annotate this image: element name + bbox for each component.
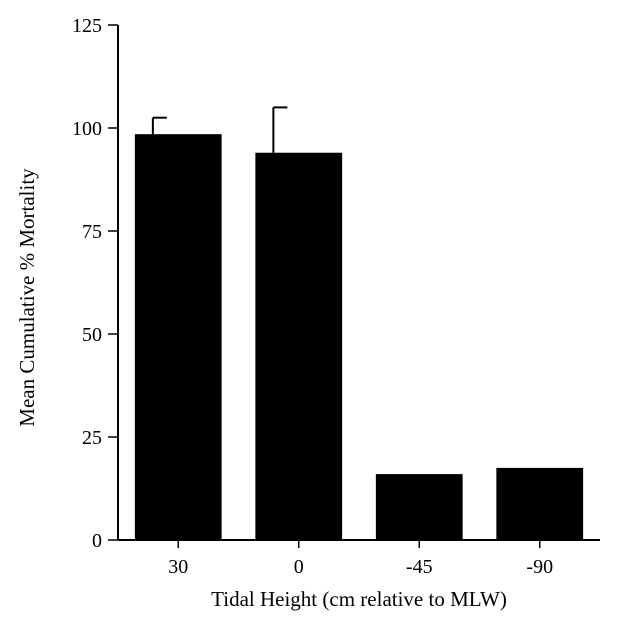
y-tick-label: 50 [82, 324, 102, 346]
y-tick-label: 100 [72, 118, 102, 140]
x-tick-label: 30 [168, 556, 188, 578]
bar [134, 134, 222, 540]
x-tick-label: -90 [526, 556, 553, 578]
bar [496, 467, 584, 540]
bar [255, 152, 343, 540]
bar [375, 474, 463, 540]
y-tick-label: 75 [82, 221, 102, 243]
y-tick-label: 0 [92, 530, 102, 552]
plot-area [134, 106, 584, 540]
y-tick-label: 125 [72, 15, 102, 37]
x-tick-label: 0 [294, 556, 304, 578]
y-axis-title: Mean Cumulative % Mortality [15, 168, 39, 427]
x-axis-ticks: 30 0 -45 -90 [168, 540, 553, 578]
x-tick-label: -45 [406, 556, 433, 578]
y-tick-label: 25 [82, 427, 102, 449]
y-axis-ticks: 0 25 50 75 100 125 [72, 15, 118, 552]
x-axis-title: Tidal Height (cm relative to MLW) [211, 587, 507, 611]
